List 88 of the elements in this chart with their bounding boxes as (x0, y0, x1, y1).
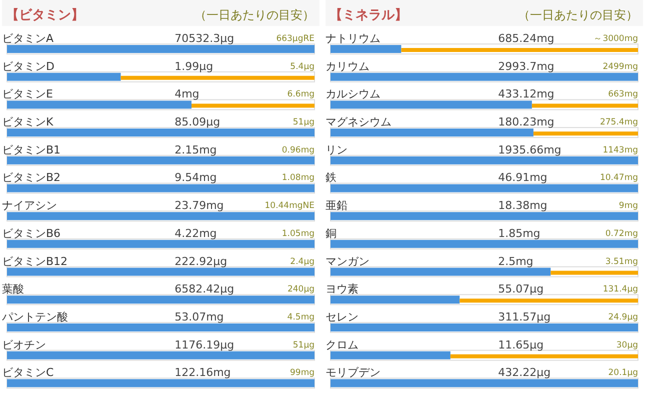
y-tick-label: リン (326, 143, 348, 156)
y-tick-label: ビタミンB1 (2, 143, 61, 156)
annotation: 1176.19μg (174, 338, 234, 352)
annotation: 1.08mg (282, 173, 314, 184)
y-tick-label: ビタミンB12 (2, 254, 68, 268)
y-tick-label: ビタミンC (2, 366, 54, 380)
y-tick-label: マンガン (326, 254, 370, 268)
y-tick-label: ビタミンB6 (2, 226, 61, 240)
y-tick-label: カリウム (326, 60, 370, 73)
y-tick-label: 亜鉛 (326, 199, 348, 212)
annotation: 685.24mg (498, 32, 554, 45)
y-tick-label: ヨウ素 (326, 282, 358, 296)
annotation: 1.99μg (174, 60, 214, 73)
annotation: 55.07μg (498, 282, 544, 296)
annotation: 0.96mg (282, 145, 314, 156)
annotation: 2993.7mg (498, 60, 554, 73)
annotation: 10.44mgNE (264, 201, 314, 212)
chart-subtitle: （一日あたりの目安） (194, 8, 314, 22)
annotation: 4.22mg (174, 226, 217, 240)
y-tick-label: 鉄 (326, 171, 336, 184)
annotation: 1935.66mg (498, 143, 562, 156)
annotation: 2.15mg (174, 143, 217, 156)
y-tick-label: 銅 (326, 226, 336, 240)
bar (532, 104, 638, 108)
annotation: 6.6mg (287, 90, 314, 100)
annotation: 4.5mg (287, 312, 314, 322)
annotation: 663mg (608, 90, 638, 100)
annotation: 663μgRE (276, 34, 314, 44)
annotation: 10.47mg (600, 173, 638, 184)
bar (533, 132, 638, 136)
annotation: 433.12mg (498, 88, 554, 101)
annotation: 131.4μg (602, 284, 638, 295)
annotation: 24.9μg (608, 312, 638, 322)
y-tick-label: ビタミンK (2, 116, 54, 129)
y-tick-label: ナトリウム (326, 32, 380, 45)
annotation: 1.05mg (282, 228, 314, 239)
annotation: 222.92μg (174, 254, 228, 268)
annotation: 6582.42μg (174, 282, 234, 296)
annotation: 311.57μg (498, 310, 551, 324)
annotation: 432.22μg (498, 366, 551, 380)
y-tick-label: ビタミンD (2, 60, 54, 73)
annotation: 30μg (616, 340, 638, 350)
annotation: 1.85mg (498, 226, 540, 240)
y-tick-label: モリブデン (326, 366, 380, 380)
annotation: 180.23mg (498, 116, 554, 129)
annotation: 23.79mg (174, 199, 224, 212)
y-tick-label: クロム (326, 338, 358, 352)
y-tick-label: ビタミンB2 (2, 171, 61, 184)
y-tick-label: ビタミンE (2, 88, 53, 101)
y-tick-label: マグネシウム (326, 116, 392, 129)
y-tick-label: ビタミンA (2, 32, 54, 45)
annotation: 99mg (290, 368, 314, 378)
annotation: 4mg (174, 88, 200, 101)
annotation: 85.09μg (174, 116, 220, 129)
annotation: 2.5mg (498, 254, 534, 268)
annotation: 20.1μg (608, 368, 638, 378)
annotation: 275.4mg (600, 118, 638, 128)
annotation: 9mg (618, 201, 638, 212)
annotation: ～3000mg (594, 34, 638, 44)
annotation: 53.07mg (174, 310, 224, 324)
chart-title: 【ビタミン】 (6, 7, 84, 23)
annotation: 122.16mg (174, 366, 231, 380)
y-tick-label: ナイアシン (2, 199, 57, 212)
y-tick-label: パントテン酸 (1, 310, 68, 324)
annotation: 46.91mg (498, 171, 548, 184)
annotation: 0.72mg (605, 228, 638, 239)
annotation: 11.65μg (498, 338, 544, 352)
annotation: 9.54mg (174, 171, 217, 184)
annotation: 51μg (292, 118, 314, 128)
annotation: 51μg (292, 340, 314, 350)
annotation: 5.4μg (290, 62, 314, 72)
bar (460, 298, 638, 303)
chart-title: 【ミネラル】 (330, 7, 408, 23)
annotation: 1143mg (602, 145, 638, 156)
y-tick-label: セレン (326, 310, 358, 324)
chart-subtitle: （一日あたりの目安） (518, 8, 638, 22)
annotation: 2.4μg (290, 256, 314, 267)
annotation: 18.38mg (498, 199, 548, 212)
bar (401, 48, 638, 52)
annotation: 70532.3μg (174, 32, 234, 45)
y-tick-label: ビオチン (2, 338, 46, 352)
bar (450, 354, 638, 358)
annotation: 3.51mg (605, 256, 638, 267)
annotation: 2499mg (602, 62, 638, 72)
bar (550, 270, 638, 275)
y-tick-label: カルシウム (326, 88, 380, 101)
y-tick-label: 葉酸 (2, 282, 24, 296)
annotation: 240μg (287, 284, 314, 295)
